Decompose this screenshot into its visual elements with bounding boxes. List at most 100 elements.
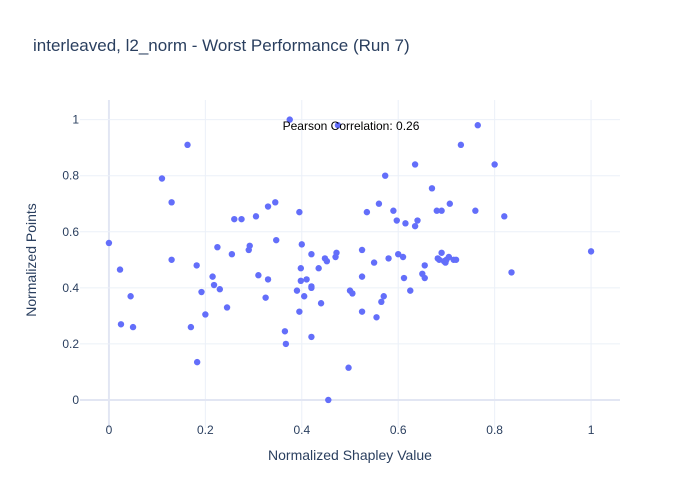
data-point[interactable] <box>400 274 408 282</box>
data-point[interactable] <box>264 203 272 210</box>
data-point[interactable] <box>438 249 445 256</box>
data-point[interactable] <box>421 274 428 282</box>
data-point[interactable] <box>358 308 366 315</box>
data-point[interactable] <box>428 185 436 192</box>
data-point[interactable] <box>358 246 366 254</box>
data-point[interactable] <box>317 300 325 307</box>
data-point[interactable] <box>323 257 331 265</box>
chart-title: interleaved, l2_norm - Worst Performance… <box>33 36 410 55</box>
data-point[interactable] <box>508 269 515 276</box>
data-point[interactable] <box>363 208 371 216</box>
data-point[interactable] <box>333 249 340 256</box>
data-point[interactable] <box>445 253 453 261</box>
data-point[interactable] <box>380 293 387 300</box>
data-point[interactable] <box>210 281 218 289</box>
data-point[interactable] <box>373 314 380 321</box>
data-point[interactable] <box>438 207 445 214</box>
data-point[interactable] <box>390 207 397 214</box>
data-point[interactable] <box>587 248 595 255</box>
data-point[interactable] <box>272 199 279 206</box>
data-point[interactable] <box>393 217 400 224</box>
data-point[interactable] <box>255 272 262 279</box>
data-point[interactable] <box>433 207 440 214</box>
data-point[interactable] <box>297 277 305 285</box>
data-point[interactable] <box>286 116 293 123</box>
data-point[interactable] <box>501 213 508 220</box>
data-point[interactable] <box>457 141 465 149</box>
data-point[interactable] <box>345 364 352 371</box>
data-point[interactable] <box>198 288 205 296</box>
data-point[interactable] <box>193 358 201 366</box>
data-point[interactable] <box>127 293 134 300</box>
data-points[interactable] <box>105 116 595 404</box>
data-point[interactable] <box>184 141 191 149</box>
data-point[interactable] <box>129 323 137 331</box>
data-point[interactable] <box>381 172 389 179</box>
data-point[interactable] <box>298 241 305 248</box>
data-point[interactable] <box>375 200 383 207</box>
data-point[interactable] <box>187 323 195 331</box>
data-point[interactable] <box>168 199 175 206</box>
data-point[interactable] <box>303 276 310 283</box>
data-point[interactable] <box>300 293 308 300</box>
data-point[interactable] <box>308 250 315 258</box>
data-point[interactable] <box>117 321 125 328</box>
x-tick-label: 0.6 <box>390 423 407 437</box>
data-point[interactable] <box>228 250 236 258</box>
data-point[interactable] <box>296 308 303 315</box>
data-point[interactable] <box>472 207 479 214</box>
data-point[interactable] <box>446 200 454 207</box>
data-point[interactable] <box>407 287 414 294</box>
y-tick-label: 0.6 <box>62 225 79 239</box>
data-point[interactable] <box>202 311 209 318</box>
x-axis-title: Normalized Shapley Value <box>268 447 432 463</box>
data-point[interactable] <box>452 256 460 263</box>
data-point[interactable] <box>378 298 385 306</box>
data-point[interactable] <box>193 262 200 269</box>
x-tick-label: 0.2 <box>197 423 214 437</box>
data-point[interactable] <box>414 217 421 224</box>
data-point[interactable] <box>281 328 289 335</box>
data-point[interactable] <box>491 161 498 168</box>
data-point[interactable] <box>273 236 280 244</box>
data-point[interactable] <box>223 304 231 311</box>
data-point[interactable] <box>395 250 402 258</box>
data-point[interactable] <box>105 239 113 247</box>
data-point[interactable] <box>334 122 342 129</box>
data-point[interactable] <box>474 122 481 129</box>
y-tick-label: 1 <box>72 113 79 127</box>
data-point[interactable] <box>435 256 443 263</box>
data-point[interactable] <box>411 161 419 168</box>
data-point[interactable] <box>297 265 305 272</box>
data-point[interactable] <box>214 243 221 251</box>
data-point[interactable] <box>308 333 315 341</box>
data-point[interactable] <box>246 242 253 249</box>
data-point[interactable] <box>168 256 175 263</box>
data-point[interactable] <box>349 290 356 297</box>
data-point[interactable] <box>411 222 419 230</box>
data-point[interactable] <box>252 213 260 220</box>
data-point[interactable] <box>421 262 428 269</box>
data-point[interactable] <box>216 286 224 293</box>
data-point[interactable] <box>308 284 315 292</box>
data-point[interactable] <box>209 273 216 280</box>
data-point[interactable] <box>282 340 290 348</box>
data-point[interactable] <box>325 396 332 404</box>
data-point[interactable] <box>358 273 366 280</box>
y-tick-label: 0.4 <box>62 281 79 295</box>
data-point[interactable] <box>238 215 245 223</box>
x-tick-label: 0 <box>106 423 113 437</box>
data-point[interactable] <box>262 294 269 301</box>
data-point[interactable] <box>315 265 322 272</box>
data-point[interactable] <box>399 253 407 261</box>
data-point[interactable] <box>385 255 392 262</box>
data-point[interactable] <box>370 259 378 266</box>
data-point[interactable] <box>296 208 303 216</box>
data-point[interactable] <box>402 220 409 227</box>
data-point[interactable] <box>231 215 238 223</box>
data-point[interactable] <box>264 276 272 283</box>
data-point[interactable] <box>158 175 166 182</box>
data-point[interactable] <box>293 287 301 294</box>
data-point[interactable] <box>116 266 124 273</box>
